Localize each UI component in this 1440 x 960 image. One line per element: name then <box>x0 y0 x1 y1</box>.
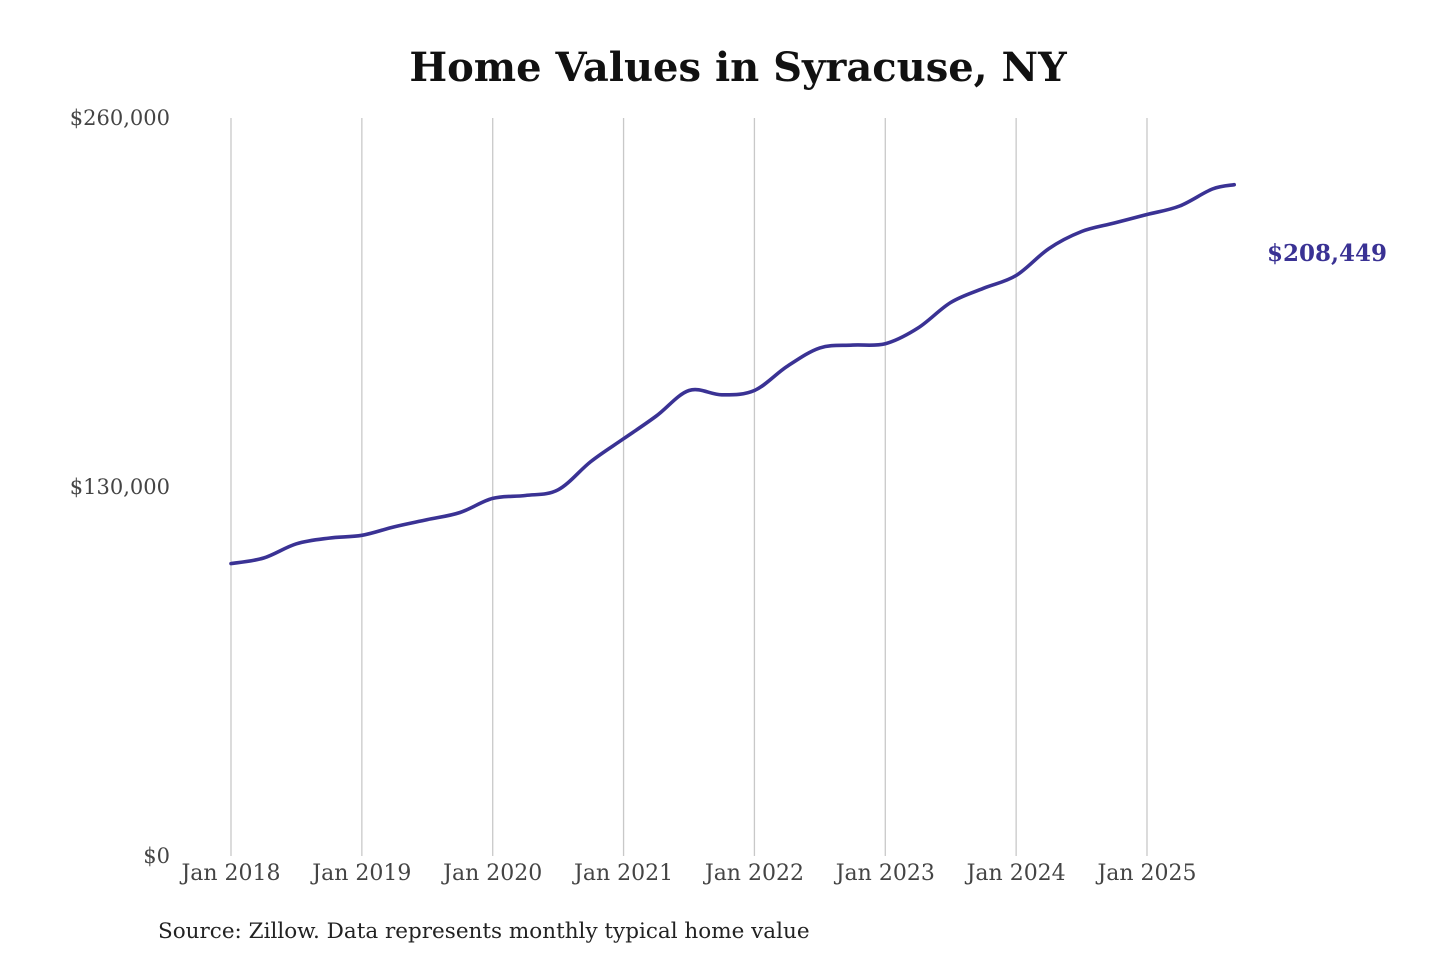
series-line-home-value <box>229 182 1236 566</box>
y-tick-label: $260,000 <box>70 106 170 130</box>
y-axis-ticks: $0 $130,000 $260,000 <box>70 106 170 868</box>
x-tick-label: Jan 2025 <box>1095 861 1196 886</box>
end-value-label: $208,449 <box>1267 240 1387 267</box>
chart-title: Home Values in Syracuse, NY <box>409 44 1067 91</box>
x-tick-label: Jan 2021 <box>572 861 673 886</box>
gridlines <box>230 118 1148 856</box>
x-tick-label: Jan 2018 <box>179 861 280 886</box>
x-axis-ticks: Jan 2018 Jan 2019 Jan 2020 Jan 2021 Jan 2022… <box>179 861 1196 886</box>
source-note: Source: Zillow. Data represents monthly … <box>158 919 810 944</box>
y-tick-label: $130,000 <box>70 475 170 499</box>
x-tick-label: Jan 2019 <box>310 861 411 886</box>
x-tick-label: Jan 2024 <box>965 861 1066 886</box>
x-tick-label: Jan 2020 <box>441 861 542 886</box>
x-tick-label: Jan 2023 <box>834 861 935 886</box>
x-tick-label: Jan 2022 <box>703 861 804 886</box>
y-tick-label: $0 <box>143 844 170 868</box>
